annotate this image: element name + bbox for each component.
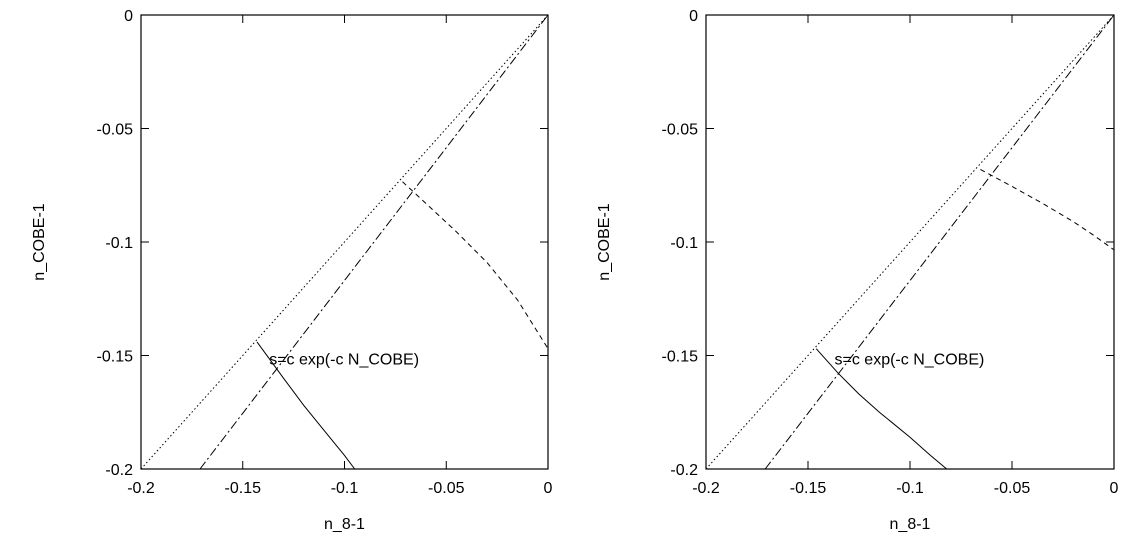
y-axis-label: n_COBE-1 xyxy=(31,203,48,280)
y-tick-label: -0.1 xyxy=(105,235,133,252)
x-tick-label: -0.2 xyxy=(692,480,720,497)
x-tick-label: -0.1 xyxy=(331,480,359,497)
y-tick-label: -0.15 xyxy=(662,349,699,366)
y-tick-label: -0.15 xyxy=(97,349,134,366)
series-line-dotted xyxy=(705,14,1115,470)
x-tick-label: -0.05 xyxy=(428,480,465,497)
series-line-dashdot xyxy=(764,14,1115,470)
x-axis-label: n_8-1 xyxy=(324,516,365,533)
series-line-dotted xyxy=(140,14,549,470)
y-tick-label: -0.05 xyxy=(662,122,699,139)
y-tick-label: 0 xyxy=(689,8,698,25)
y-tick-label: 0 xyxy=(124,8,133,25)
series-line-solid xyxy=(256,341,356,470)
y-axis-label: n_COBE-1 xyxy=(596,203,613,280)
y-tick-label: -0.1 xyxy=(670,235,698,252)
curve-annotation: s=c exp(-c N_COBE) xyxy=(269,352,419,369)
series-line-dashdot xyxy=(199,14,549,470)
curve-annotation: s=c exp(-c N_COBE) xyxy=(835,352,985,369)
x-tick-label: -0.1 xyxy=(896,480,924,497)
series-line-dashed xyxy=(402,181,549,349)
x-tick-label: -0.2 xyxy=(127,480,155,497)
x-tick-label: 0 xyxy=(544,480,553,497)
x-tick-label: -0.15 xyxy=(790,480,827,497)
y-tick-label: -0.2 xyxy=(105,462,133,479)
series-line-solid xyxy=(815,348,948,470)
x-tick-label: 0 xyxy=(1110,480,1119,497)
y-tick-label: -0.2 xyxy=(670,462,698,479)
x-tick-label: -0.05 xyxy=(994,480,1031,497)
y-tick-label: -0.05 xyxy=(97,122,134,139)
series-line-dashed xyxy=(980,168,1115,251)
x-tick-label: -0.15 xyxy=(225,480,262,497)
x-axis-label: n_8-1 xyxy=(890,516,931,533)
